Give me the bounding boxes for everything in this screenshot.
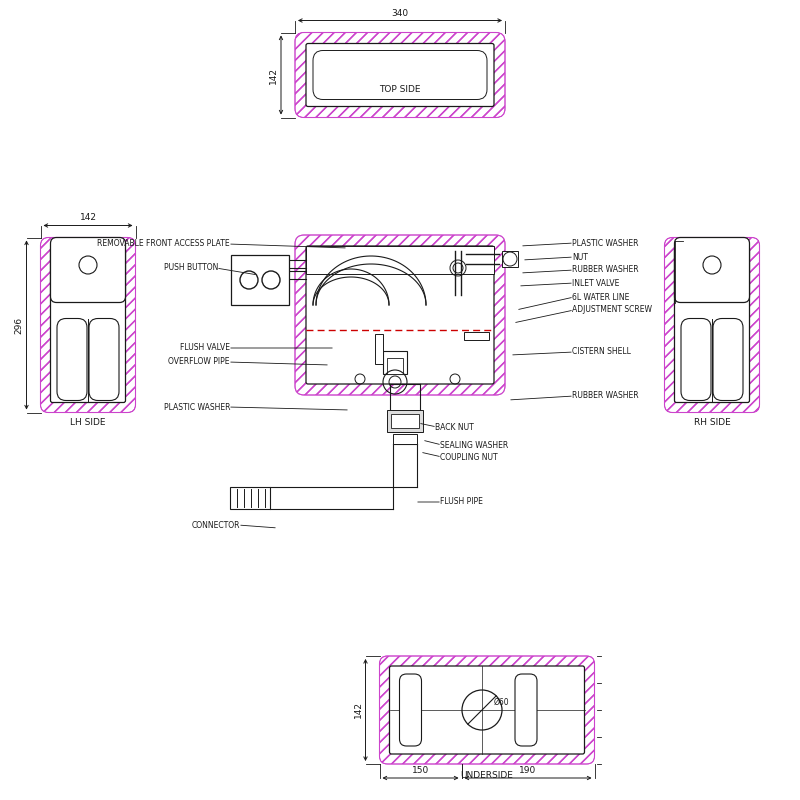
FancyBboxPatch shape: [295, 33, 505, 118]
Bar: [387, 358, 403, 374]
Text: SEALING WASHER: SEALING WASHER: [440, 441, 508, 450]
Bar: [393, 434, 417, 444]
FancyBboxPatch shape: [306, 246, 494, 384]
Text: FLUSH VALVE: FLUSH VALVE: [180, 343, 230, 353]
Bar: [464, 332, 489, 340]
Bar: [231, 255, 289, 305]
Text: RUBBER WASHER: RUBBER WASHER: [572, 391, 638, 401]
Text: 6L WATER LINE: 6L WATER LINE: [572, 293, 630, 302]
Text: UNDERSIDE: UNDERSIDE: [461, 771, 514, 781]
Text: 142: 142: [354, 702, 362, 718]
Text: 296: 296: [14, 317, 23, 334]
FancyBboxPatch shape: [57, 318, 87, 401]
Text: Ø60: Ø60: [494, 698, 510, 706]
FancyBboxPatch shape: [674, 247, 750, 402]
Text: 150: 150: [412, 766, 429, 775]
Bar: [502, 251, 518, 267]
FancyBboxPatch shape: [681, 318, 711, 401]
Bar: [375, 334, 383, 364]
Text: CONNECTOR: CONNECTOR: [191, 521, 240, 530]
FancyBboxPatch shape: [50, 238, 126, 302]
FancyBboxPatch shape: [306, 43, 494, 106]
FancyBboxPatch shape: [50, 247, 126, 402]
FancyBboxPatch shape: [515, 674, 537, 746]
Text: COUPLING NUT: COUPLING NUT: [440, 453, 498, 462]
FancyBboxPatch shape: [89, 318, 119, 401]
Text: CISTERN SHELL: CISTERN SHELL: [572, 347, 631, 357]
Text: BACK NUT: BACK NUT: [435, 422, 474, 431]
Text: FLUSH PIPE: FLUSH PIPE: [440, 498, 483, 506]
Text: PLASTIC WASHER: PLASTIC WASHER: [572, 238, 638, 247]
Text: 190: 190: [519, 766, 537, 775]
Bar: [387, 410, 423, 432]
Bar: [383, 351, 407, 374]
Text: 142: 142: [269, 66, 278, 83]
FancyBboxPatch shape: [295, 235, 505, 395]
Text: INLET VALVE: INLET VALVE: [572, 278, 619, 287]
Text: RH SIDE: RH SIDE: [694, 418, 730, 427]
FancyBboxPatch shape: [399, 674, 422, 746]
FancyBboxPatch shape: [313, 50, 487, 99]
FancyBboxPatch shape: [713, 318, 743, 401]
FancyBboxPatch shape: [41, 238, 135, 413]
Text: PLASTIC WASHER: PLASTIC WASHER: [163, 402, 230, 411]
Text: RUBBER WASHER: RUBBER WASHER: [572, 266, 638, 274]
Text: REMOVABLE FRONT ACCESS PLATE: REMOVABLE FRONT ACCESS PLATE: [98, 239, 230, 249]
Text: LH SIDE: LH SIDE: [70, 418, 106, 427]
Text: TOP SIDE: TOP SIDE: [379, 86, 421, 94]
Bar: [391, 414, 419, 428]
Bar: [306, 246, 494, 274]
FancyBboxPatch shape: [665, 238, 759, 413]
Text: OVERFLOW PIPE: OVERFLOW PIPE: [169, 358, 230, 366]
Text: PUSH BUTTON: PUSH BUTTON: [164, 263, 218, 273]
Text: 142: 142: [79, 214, 97, 222]
FancyBboxPatch shape: [379, 656, 594, 764]
Bar: [230, 487, 270, 509]
Text: 340: 340: [391, 9, 409, 18]
Text: NUT: NUT: [572, 253, 588, 262]
Text: ADJUSTMENT SCREW: ADJUSTMENT SCREW: [572, 306, 652, 314]
FancyBboxPatch shape: [390, 666, 585, 754]
FancyBboxPatch shape: [674, 238, 750, 302]
